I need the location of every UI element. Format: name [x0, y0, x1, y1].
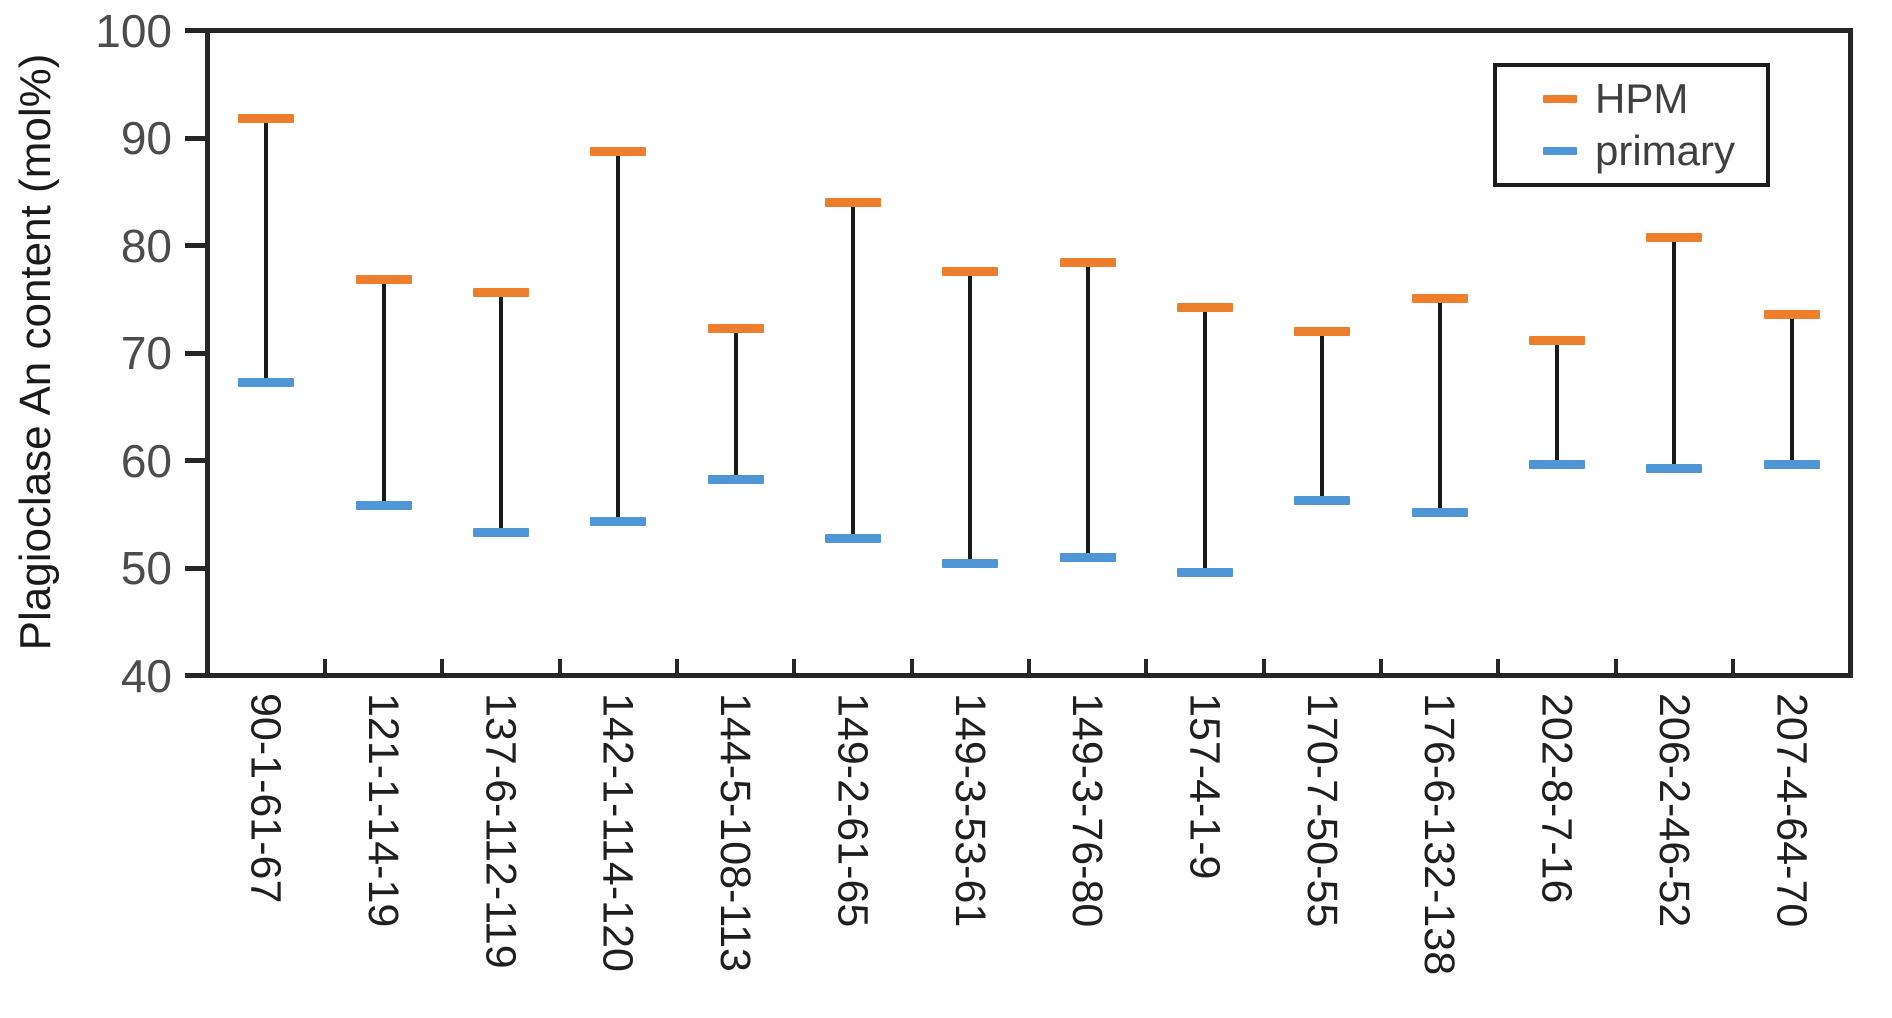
hpm-marker	[1646, 233, 1703, 243]
y-axis-tick	[185, 350, 205, 356]
x-axis-category-label: 157-4-1-9	[1180, 693, 1229, 880]
range-connector-line	[968, 271, 973, 564]
primary-marker	[1059, 552, 1116, 562]
x-axis-tick	[1379, 659, 1384, 673]
x-axis-tick	[909, 659, 914, 673]
x-axis-tick	[440, 659, 445, 673]
x-axis-category-label: 121-1-14-19	[358, 693, 407, 928]
x-axis-tick	[1731, 659, 1736, 673]
primary-marker	[355, 501, 412, 511]
primary-marker	[1763, 460, 1820, 470]
range-connector-line	[850, 202, 855, 539]
x-axis-tick	[792, 659, 797, 673]
primary-marker	[472, 528, 529, 538]
x-axis-category-label: 90-1-61-67	[241, 693, 290, 904]
primary-marker	[942, 559, 999, 569]
hpm-marker	[942, 266, 999, 276]
y-axis-tick	[185, 458, 205, 463]
x-axis-tick	[1613, 659, 1618, 673]
x-axis-category-label: 176-6-132-138	[1415, 693, 1464, 976]
hpm-marker	[1529, 335, 1586, 345]
x-axis-category-label: 137-6-112-119	[476, 693, 525, 969]
legend-label: HPM	[1595, 74, 1689, 122]
x-axis-tick	[1027, 659, 1031, 673]
hpm-marker	[1763, 309, 1820, 319]
range-connector-line	[1789, 314, 1794, 465]
y-axis-tick-label: 80	[120, 219, 172, 272]
x-axis-category-label: 149-3-53-61	[945, 693, 994, 928]
x-axis-tick	[674, 659, 679, 673]
range-connector-line	[1203, 307, 1208, 573]
legend-item-primary: primary	[1543, 130, 1766, 172]
hpm-marker	[824, 198, 881, 207]
y-axis-tick	[185, 565, 205, 571]
primary-marker	[238, 377, 295, 387]
primary-marker	[1646, 463, 1703, 473]
hpm-marker	[1411, 293, 1468, 303]
legend: HPM primary	[1493, 63, 1770, 187]
range-connector-line	[1085, 262, 1090, 558]
x-axis-tick	[557, 659, 562, 673]
hpm-marker	[472, 288, 529, 298]
hpm-marker	[1059, 258, 1116, 268]
primary-marker	[707, 475, 764, 485]
x-axis-category-label: 142-1-114-120	[593, 693, 642, 972]
x-axis-category-label: 144-5-108-113	[711, 693, 760, 972]
legend-item-hpm: HPM	[1543, 74, 1766, 122]
y-axis-tick	[185, 673, 205, 678]
range-connector-line	[616, 151, 621, 522]
hpm-marker	[355, 275, 412, 285]
range-connector-line	[1437, 298, 1442, 513]
x-axis-category-label: 207-4-64-70	[1767, 693, 1816, 928]
x-axis-tick	[1144, 659, 1149, 673]
y-axis-tick	[185, 243, 205, 248]
y-axis-tick	[185, 28, 205, 33]
primary-marker	[1177, 567, 1234, 577]
y-axis-tick-label: 50	[120, 542, 172, 594]
range-connector-line	[733, 328, 738, 480]
range-connector-line	[1320, 331, 1325, 501]
legend-swatch-primary	[1543, 147, 1577, 156]
x-axis-category-label: 149-3-76-80	[1063, 693, 1112, 928]
x-axis-tick	[1261, 659, 1266, 673]
x-axis-category-label: 149-2-61-65	[828, 693, 877, 928]
y-axis-tick-label: 40	[120, 649, 172, 702]
range-connector-line	[498, 292, 503, 533]
primary-marker	[1411, 507, 1468, 517]
y-axis-tick-label: 60	[120, 434, 172, 487]
y-axis-tick-label: 100	[95, 4, 172, 57]
range-connector-line	[1555, 340, 1560, 465]
hpm-marker	[1177, 303, 1234, 313]
y-axis-tick-label: 70	[120, 327, 172, 379]
range-connector-line	[1672, 237, 1677, 469]
x-axis-tick	[1496, 659, 1501, 673]
legend-label: primary	[1595, 127, 1736, 175]
legend-swatch-hpm	[1543, 94, 1577, 103]
range-connector-line	[381, 279, 386, 506]
hpm-marker	[707, 323, 764, 333]
x-axis-category-label: 206-2-46-52	[1649, 693, 1698, 928]
primary-marker	[1529, 460, 1586, 470]
primary-marker	[590, 517, 647, 527]
range-connector-line	[264, 118, 269, 383]
hpm-marker	[238, 114, 295, 124]
y-axis-tick-label: 90	[120, 112, 172, 164]
primary-marker	[1294, 495, 1351, 505]
x-axis-category-label: 170-7-50-55	[1297, 693, 1346, 928]
hpm-marker	[1294, 327, 1351, 336]
hpm-marker	[590, 147, 647, 157]
x-axis-tick	[322, 659, 327, 673]
y-axis-tick	[185, 135, 205, 141]
primary-marker	[824, 534, 881, 544]
x-axis-category-label: 202-8-7-16	[1532, 693, 1581, 904]
